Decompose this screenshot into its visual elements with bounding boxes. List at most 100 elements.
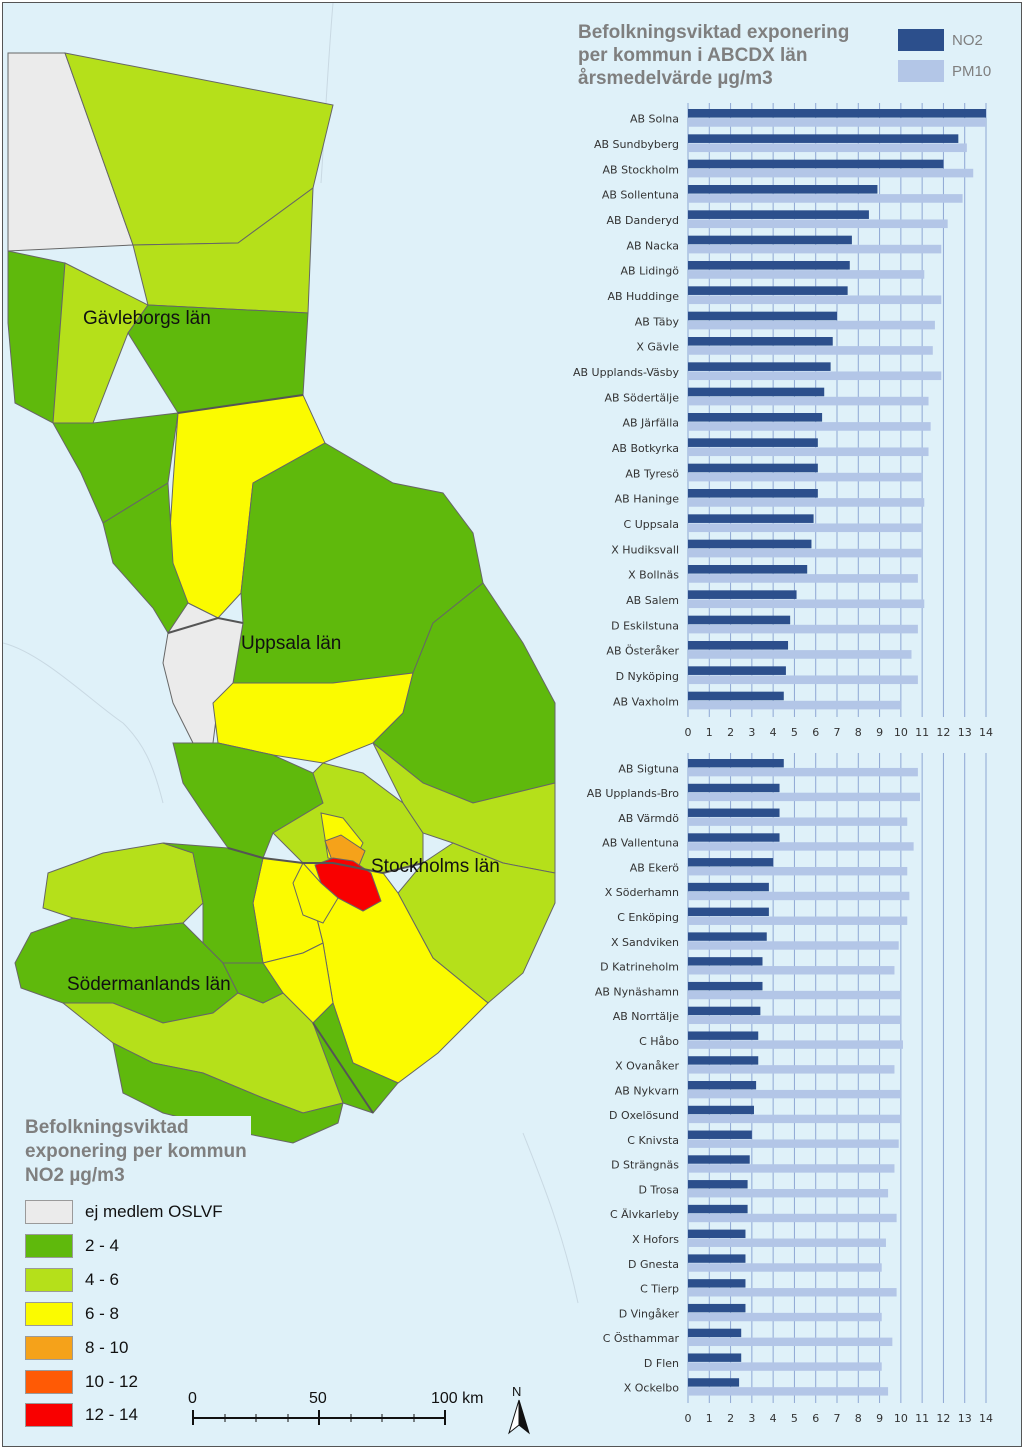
- category-label: AB Stockholm: [603, 163, 679, 176]
- bar-no2: [688, 957, 763, 966]
- bar-no2: [688, 1378, 740, 1387]
- bar-pm10: [688, 700, 901, 710]
- bar-no2: [688, 489, 818, 498]
- category-label: AB Vallentuna: [602, 837, 679, 850]
- x-tick-label: 7: [834, 726, 841, 739]
- chart-legend-swatch: [898, 29, 944, 51]
- bar-pm10: [688, 842, 914, 851]
- x-tick-label: 6: [812, 726, 819, 739]
- legend-label: 12 - 14: [85, 1405, 138, 1424]
- legend-swatch: [25, 1234, 73, 1258]
- category-label: AB Upplands-Väsby: [573, 366, 680, 379]
- bar-pm10: [688, 295, 942, 305]
- bar-pm10: [688, 990, 901, 1000]
- bar-pm10: [688, 1337, 893, 1347]
- bar-no2: [688, 1180, 748, 1189]
- region-label-gavleborg: Gävleborgs län: [83, 308, 211, 329]
- bar-pm10: [688, 817, 908, 826]
- x-tick-label: 14: [979, 726, 993, 739]
- x-tick-label: 3: [748, 726, 755, 739]
- bar-no2: [688, 1031, 759, 1040]
- category-label: AB Salem: [626, 594, 679, 607]
- bar-pm10: [688, 1065, 895, 1074]
- municipality-area: [212, 672, 414, 764]
- bar-pm10: [688, 1312, 882, 1322]
- x-tick-label: 9: [876, 726, 883, 739]
- municipality-area: [7, 250, 66, 424]
- x-tick-label: 6: [812, 1412, 819, 1425]
- category-label: AB Täby: [635, 315, 680, 328]
- legend-label: 8 - 10: [85, 1338, 129, 1357]
- bar-no2: [688, 413, 823, 422]
- bar-pm10: [688, 1188, 889, 1198]
- bar-no2: [688, 286, 848, 295]
- bar-pm10: [688, 1164, 895, 1173]
- legend-swatch: [25, 1302, 73, 1326]
- municipality-area: [292, 862, 339, 924]
- category-label: D Nyköping: [616, 670, 679, 683]
- legend-label: 2 - 4: [85, 1236, 120, 1255]
- bar-pm10: [688, 346, 933, 355]
- bar-no2: [688, 1006, 761, 1016]
- category-label: AB Nykvarn: [615, 1084, 679, 1097]
- bar-no2: [688, 783, 780, 793]
- category-label: X Ockelbo: [624, 1382, 680, 1395]
- category-label: D Vingåker: [619, 1307, 680, 1320]
- bar-no2: [688, 337, 833, 346]
- bar-pm10: [688, 1387, 889, 1396]
- legend-item: 10 - 12: [25, 1369, 138, 1395]
- x-tick-label: 9: [876, 1412, 883, 1425]
- bar-pm10: [688, 675, 918, 685]
- x-tick-label: 2: [727, 1412, 734, 1425]
- category-label: AB Haninge: [615, 493, 680, 506]
- bar-no2: [688, 590, 797, 599]
- x-tick-label: 12: [936, 1412, 950, 1425]
- bar-no2: [688, 463, 818, 473]
- bar-no2: [688, 981, 763, 991]
- bar-pm10: [688, 1263, 882, 1272]
- legend-item: 4 - 6: [25, 1267, 119, 1293]
- legend-label: ej medlem OSLVF: [85, 1202, 223, 1221]
- bar-pm10: [688, 1015, 901, 1025]
- chart-legend-swatch: [898, 60, 944, 82]
- bar-no2: [688, 438, 818, 447]
- region-label-uppsala: Uppsala län: [241, 633, 341, 654]
- x-tick-label: 14: [979, 1412, 993, 1425]
- bar-pm10: [688, 767, 918, 777]
- category-label: X Hudiksvall: [611, 543, 679, 556]
- category-label: X Gävle: [636, 341, 679, 354]
- category-label: X Ovanåker: [615, 1060, 679, 1073]
- bar-pm10: [688, 320, 935, 330]
- category-label: D Katrineholm: [600, 961, 679, 974]
- legend-item: 2 - 4: [25, 1233, 119, 1259]
- scale-tick-50: 50: [309, 1390, 327, 1407]
- category-label: AB Lidingö: [621, 265, 680, 278]
- category-label: AB Nynäshamn: [595, 985, 679, 998]
- legend-swatch: [25, 1268, 73, 1292]
- category-label: X Sandviken: [611, 936, 679, 949]
- legend-swatch: [25, 1403, 73, 1427]
- category-label: AB Österåker: [606, 645, 679, 658]
- bar-no2: [688, 109, 986, 118]
- legend-item: 6 - 8: [25, 1301, 119, 1327]
- category-label: D Gnesta: [628, 1258, 679, 1271]
- north-arrow: N: [508, 1384, 530, 1435]
- municipality-area: [222, 962, 284, 1004]
- bar-no2: [688, 134, 959, 143]
- x-tick-label: 1: [706, 726, 713, 739]
- bar-no2: [688, 1279, 746, 1288]
- scale-bar: 0 50 100 km: [188, 1390, 483, 1425]
- category-label: AB Norrtälje: [613, 1010, 680, 1023]
- chart-legend-label: PM10: [952, 62, 992, 80]
- bar-no2: [688, 1303, 746, 1313]
- bar-pm10: [688, 498, 925, 507]
- bar-pm10: [688, 1288, 897, 1297]
- bar-pm10: [688, 1238, 886, 1247]
- bar-pm10: [688, 371, 942, 381]
- chart-title: Befolkningsviktad exponering per kommun …: [578, 22, 850, 89]
- x-tick-label: 5: [791, 726, 798, 739]
- bar-no2: [688, 615, 791, 625]
- scale-tick-0: 0: [188, 1390, 197, 1407]
- bar-pm10: [688, 1114, 901, 1124]
- category-label: AB Ekerö: [630, 861, 680, 874]
